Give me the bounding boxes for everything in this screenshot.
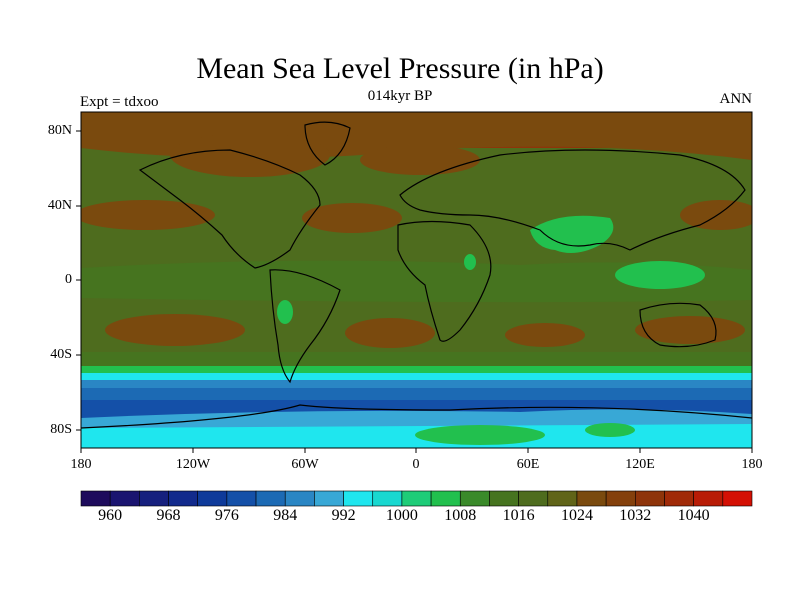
colorbar-tick-label: 1008 [444, 507, 477, 524]
colorbar-swatch [255, 490, 286, 507]
colorbar-tick-label: 1000 [385, 507, 418, 524]
lat-label: 80N [47, 123, 72, 138]
lat-label: 80S [50, 422, 72, 437]
colorbar-swatch [693, 490, 724, 507]
colorbar-swatch [343, 490, 374, 507]
colorbar-swatch [80, 490, 111, 507]
colorbar-tick-label: 976 [214, 507, 239, 524]
lon-label: 60W [291, 457, 319, 472]
colorbar-swatch [605, 490, 636, 507]
lat-label: 40S [50, 347, 72, 362]
colorbar [80, 490, 753, 507]
colorbar-swatch [489, 490, 519, 507]
lon-label: 0 [412, 457, 420, 472]
coastlines [81, 121, 752, 429]
colorbar-swatch [139, 490, 169, 507]
colorbar-swatch [372, 490, 403, 507]
colorbar-swatch [284, 490, 315, 507]
plot-title: Mean Sea Level Pressure (in hPa) [196, 52, 604, 85]
experiment-label: Expt = tdxoo [80, 94, 159, 110]
colorbar-swatch [430, 490, 461, 507]
lon-label: 180 [741, 457, 763, 472]
colorbar-swatch [547, 490, 578, 507]
lat-label: 0 [65, 272, 72, 287]
colorbar-tick-label: 968 [156, 507, 181, 524]
colorbar-swatch [576, 490, 607, 507]
colorbar-swatch [168, 490, 198, 507]
colorbar-tick-label: 1024 [560, 507, 593, 524]
colorbar-swatch [197, 490, 228, 507]
lon-label: 120E [625, 457, 655, 472]
colorbar-tick-label: 992 [331, 507, 356, 524]
colorbar-tick-label: 960 [98, 507, 123, 524]
season-label: ANN [719, 91, 753, 107]
lon-label: 120W [175, 457, 211, 472]
colorbar-swatch [664, 490, 694, 507]
lon-label: 180 [70, 457, 92, 472]
colorbar-swatch [226, 490, 257, 507]
axis-ticks [76, 130, 753, 453]
colorbar-swatch [518, 490, 549, 507]
colorbar-swatch [109, 490, 140, 507]
colorbar-tick-label: 1016 [502, 507, 535, 524]
pressure-field [81, 112, 752, 448]
colorbar-tick-label: 1032 [619, 507, 652, 524]
colorbar-swatch [635, 490, 665, 507]
lon-label: 60E [516, 457, 540, 472]
colorbar-swatch [314, 490, 344, 507]
colorbar-swatch [459, 490, 490, 507]
lat-label: 40N [47, 198, 72, 213]
colorbar-tick-label: 984 [273, 507, 298, 524]
colorbar-swatch [401, 490, 432, 507]
colorbar-swatch [722, 490, 753, 507]
colorbar-tick-label: 1040 [677, 507, 710, 524]
plot-subtitle: 014kyr BP [367, 88, 433, 104]
